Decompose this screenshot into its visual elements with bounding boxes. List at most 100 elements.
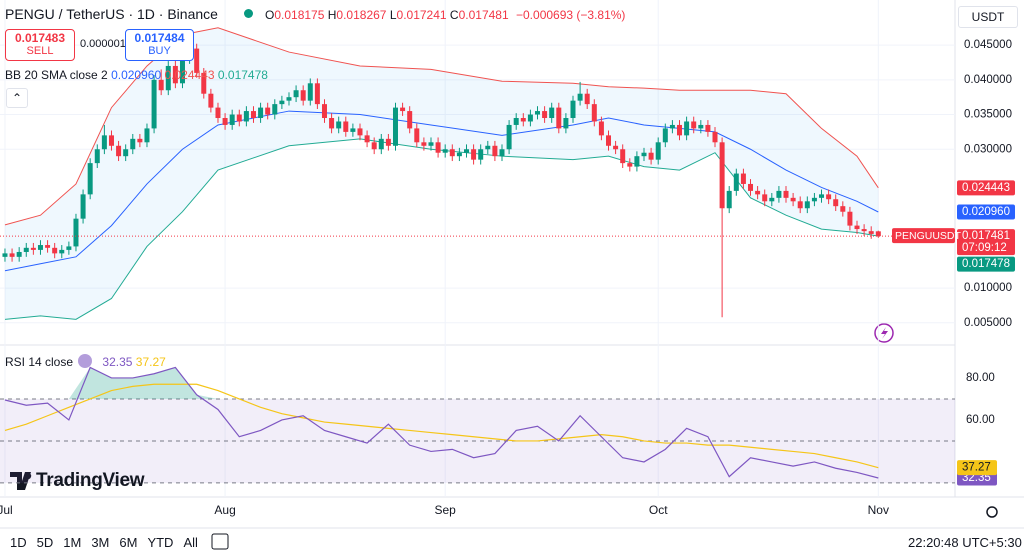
candle-body: [286, 97, 292, 101]
sell-price: 0.017483: [14, 31, 66, 45]
candle-body: [719, 142, 725, 209]
rsi-title: RSI 14 close: [5, 355, 74, 369]
calendar-icon[interactable]: [211, 533, 229, 550]
y-tick-label: 60.00: [966, 414, 995, 426]
symbol-tag-box: [892, 228, 955, 244]
candle-body: [16, 251, 22, 257]
candle-body: [833, 199, 839, 207]
candle-body: [414, 128, 420, 143]
candle-body: [492, 145, 498, 157]
clock[interactable]: 22:20:48 UTC+5:30: [908, 535, 1022, 550]
y-tick-label: 0.010000: [964, 282, 1012, 294]
rsi-legend: RSI 14 close 32.35 37.27: [5, 355, 166, 369]
spread: 0.000001: [80, 38, 126, 50]
y-tick-label: 0.045000: [964, 39, 1012, 51]
o-key: O: [265, 8, 275, 22]
bb-upper-tag: 0.024443: [962, 182, 1010, 194]
rsi-tag-box: [957, 460, 997, 476]
y-tick-label: 0.005000: [964, 317, 1012, 329]
range-button[interactable]: All: [183, 535, 198, 550]
candle-body: [804, 201, 810, 209]
candle-body: [435, 142, 441, 153]
range-button[interactable]: 3M: [91, 535, 110, 550]
candle-body: [677, 124, 683, 136]
candle-body: [165, 65, 171, 91]
candle-body: [179, 59, 185, 84]
symbol-title[interactable]: PENGU / TetherUS · 1D · Binance: [5, 6, 218, 22]
candle-body: [641, 152, 647, 157]
candle-body: [513, 118, 519, 125]
candle-body: [293, 90, 299, 98]
candle-body: [201, 72, 207, 94]
candle-body: [236, 114, 242, 122]
candle-body: [272, 104, 278, 115]
candle-body: [748, 183, 754, 191]
candle-body: [627, 163, 633, 167]
candle-body: [59, 249, 65, 254]
range-button[interactable]: 5D: [36, 535, 54, 550]
candle-body: [392, 107, 398, 146]
bb-fill: [4, 27, 879, 320]
settings-icon[interactable]: [986, 506, 998, 518]
bb-basis-tag-box: [957, 204, 1015, 220]
y-tick-label: 0.030000: [964, 143, 1012, 155]
x-tick-label: Nov: [868, 503, 889, 517]
candle-body: [321, 104, 327, 119]
buy-price: 0.017484: [134, 31, 185, 45]
candle-body: [868, 231, 874, 234]
bb-basis-tag: 0.020960: [962, 206, 1010, 218]
buy-button[interactable]: 0.017484 BUY: [125, 29, 194, 61]
o-value: 0.018175: [274, 8, 325, 22]
candle-body: [478, 149, 484, 160]
candle-body: [740, 173, 746, 184]
range-button[interactable]: 1D: [10, 535, 27, 550]
candle-body: [336, 121, 342, 129]
buy-label: BUY: [148, 45, 171, 57]
x-tick-label: Sep: [435, 503, 457, 517]
candle-body: [463, 149, 469, 153]
currency-select[interactable]: USDT: [958, 6, 1018, 28]
sell-label: SELL: [26, 45, 54, 57]
candle-body: [30, 247, 36, 250]
candle-body: [151, 79, 157, 129]
candle-body: [52, 247, 58, 254]
candle-body: [556, 107, 562, 129]
range-button[interactable]: YTD: [147, 535, 174, 550]
y-tick-label: 0.035000: [964, 109, 1012, 121]
candle-body: [826, 194, 832, 200]
candle-body: [847, 211, 853, 226]
range-button[interactable]: 1M: [63, 535, 82, 550]
sell-button[interactable]: 0.017483 SELL: [5, 29, 75, 61]
range-bar: 1D 5D 1M 3M 6M YTD All: [10, 535, 208, 550]
symbol-tag: PENGUUSDT: [895, 230, 962, 242]
candle-body: [584, 93, 590, 105]
candle-body: [790, 197, 796, 202]
alert-icon[interactable]: [874, 323, 894, 343]
candle-body: [655, 142, 661, 160]
candle-body: [258, 107, 264, 119]
rsi-tag: 37.27: [962, 462, 991, 474]
candle-body: [811, 197, 817, 202]
candle-body: [385, 138, 391, 146]
candle-body: [371, 142, 377, 150]
candle-body: [471, 149, 477, 160]
candle-body: [570, 100, 576, 119]
candle-body: [137, 138, 143, 143]
bb-upper-tag-box: [957, 180, 1015, 196]
candle-body: [854, 225, 860, 230]
candle-body: [875, 231, 881, 237]
range-button[interactable]: 6M: [119, 535, 138, 550]
candle-body: [620, 149, 626, 164]
candle-body: [87, 163, 93, 195]
candle-body: [94, 149, 100, 164]
candle-body: [442, 149, 448, 153]
candle-body: [819, 194, 825, 198]
candle-body: [23, 247, 29, 252]
collapse-legend[interactable]: ⌃: [6, 88, 28, 108]
candle-body: [80, 194, 86, 219]
candle-body: [45, 245, 51, 248]
logo-text[interactable]: TradingView: [36, 470, 145, 491]
candle-body: [456, 152, 462, 157]
candle-body: [861, 229, 867, 232]
candle-body: [350, 128, 356, 132]
